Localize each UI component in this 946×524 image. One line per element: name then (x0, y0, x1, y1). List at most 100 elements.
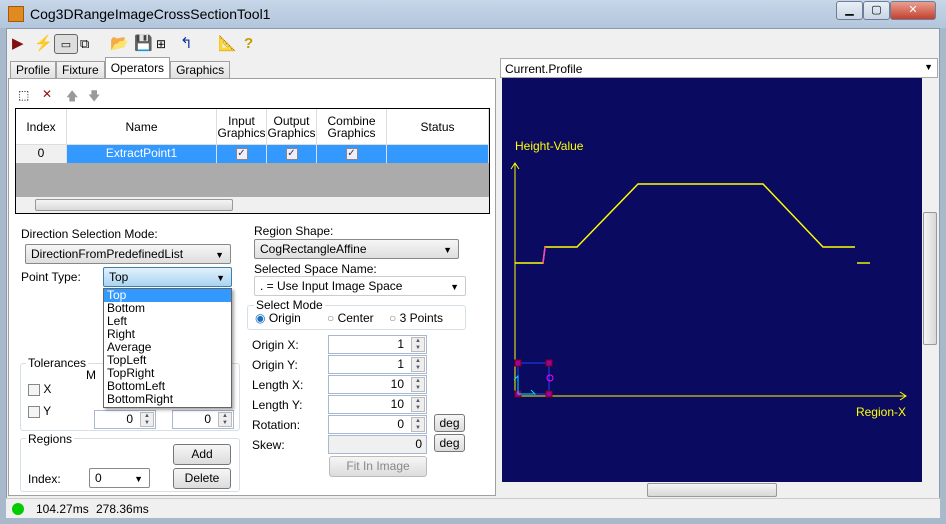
direction-select[interactable]: DirectionFromPredefinedList ▼ (25, 244, 231, 264)
region-shape-select[interactable]: CogRectangleAffine ▼ (254, 239, 459, 259)
option-right[interactable]: Right (107, 327, 136, 341)
option-average[interactable]: Average (107, 340, 152, 354)
col-index[interactable]: Index (16, 109, 67, 145)
help-icon[interactable]: ? (244, 35, 254, 52)
floating-icon[interactable]: ⧉ (80, 36, 90, 51)
region-handle[interactable] (514, 359, 522, 367)
mode-3points-radio[interactable]: ○ 3 Points (389, 311, 443, 325)
col-output-graphics[interactable]: Output Graphics (267, 109, 317, 145)
unit-button[interactable]: deg (434, 434, 465, 452)
profile-display[interactable]: Height-Value Region-X (502, 78, 922, 482)
show-controls-icon[interactable]: ▭ (54, 34, 78, 54)
field-input[interactable]: 0 (328, 435, 427, 454)
scroll-thumb[interactable] (647, 483, 777, 497)
option-top[interactable]: Top (104, 289, 231, 302)
reset-icon[interactable]: ↰ (180, 35, 193, 52)
save-as-icon[interactable]: ⊞ (156, 37, 167, 51)
mode-origin-radio[interactable]: ◉ Origin (255, 311, 301, 325)
col-status[interactable]: Status (387, 109, 489, 145)
point-type-select[interactable]: Top ▼ (103, 267, 232, 287)
tol-y-max-input[interactable]: 0 ▲ ▼ (172, 410, 234, 429)
save-icon[interactable]: 💾 (134, 35, 153, 52)
tab-strip: Profile Fixture Operators Graphics (10, 57, 231, 79)
maximize-button[interactable]: ▢ (863, 1, 890, 20)
y-axis-label: Height-Value (515, 139, 584, 153)
index-label: Index: (28, 472, 61, 486)
new-operator-icon[interactable]: ⬚ (18, 88, 30, 102)
viewer-select[interactable]: Current.Profile ▼ (500, 58, 938, 78)
vertical-scrollbar[interactable] (922, 78, 938, 482)
chevron-down-icon: ▼ (216, 273, 225, 283)
chevron-down-icon: ▼ (215, 250, 224, 260)
horizontal-scrollbar[interactable] (502, 482, 922, 498)
option-left[interactable]: Left (107, 314, 128, 328)
field-input[interactable]: 10 ▲ ▼ (328, 395, 427, 414)
x-axis-label: Region-X (856, 405, 906, 419)
combine-graphics-checkbox[interactable]: ✓ (317, 145, 387, 163)
field-value: 10 (390, 397, 404, 411)
field-input[interactable]: 0 ▲ ▼ (328, 415, 427, 434)
fit-in-image-button[interactable]: Fit In Image (329, 456, 427, 477)
select-mode-label: Select Mode (254, 298, 325, 312)
col-name[interactable]: Name (67, 109, 217, 145)
region-handle[interactable] (545, 390, 553, 398)
col-input-graphics[interactable]: Input Graphics (217, 109, 267, 145)
add-button[interactable]: Add (173, 444, 231, 465)
measure-icon[interactable]: 📐 (218, 35, 237, 52)
option-topright[interactable]: TopRight (107, 366, 155, 380)
open-icon[interactable]: 📂 (110, 35, 129, 52)
profile-graphics: Height-Value Region-X (510, 139, 907, 419)
spinner[interactable]: ▲ ▼ (411, 377, 425, 392)
spinner[interactable]: ▲ ▼ (218, 412, 232, 427)
rotate-handle[interactable] (546, 374, 554, 382)
spinner[interactable]: ▲ ▼ (411, 417, 425, 432)
input-graphics-checkbox[interactable]: ✓ (217, 145, 267, 163)
spinner[interactable]: ▲ ▼ (411, 337, 425, 352)
index-select[interactable]: 0 ▼ (89, 468, 150, 488)
spinner[interactable]: ▲ ▼ (140, 412, 154, 427)
tab-profile[interactable]: Profile (10, 61, 57, 79)
option-topleft[interactable]: TopLeft (107, 353, 147, 367)
regions-label: Regions (26, 432, 75, 446)
field-input[interactable]: 1 ▲ ▼ (328, 335, 427, 354)
move-down-icon[interactable]: 🡇 (88, 89, 101, 103)
col-combine-graphics[interactable]: Combine Graphics (317, 109, 387, 145)
fixture-y-arrow-icon (513, 374, 519, 394)
delete-operator-icon[interactable]: ✕ (42, 87, 53, 101)
spinner[interactable]: ▲ ▼ (411, 357, 425, 372)
space-name-value: . = Use Input Image Space (260, 279, 403, 293)
mode-center-radio[interactable]: ○ Center (327, 311, 374, 325)
region-rectangle[interactable] (517, 362, 550, 395)
status-indicator-icon (12, 503, 24, 515)
tab-fixture[interactable]: Fixture (56, 61, 105, 79)
row-index[interactable]: 0 (16, 145, 67, 163)
minimize-button[interactable]: ▁ (836, 1, 863, 20)
region-handle[interactable] (545, 359, 553, 367)
unit-button[interactable]: deg (434, 414, 465, 432)
tab-operators[interactable]: Operators (104, 57, 171, 79)
space-name-select[interactable]: . = Use Input Image Space ▼ (254, 276, 466, 296)
move-up-icon[interactable]: 🡅 (66, 89, 79, 103)
tol-y-min-input[interactable]: 0 ▲ ▼ (94, 410, 156, 429)
delete-button[interactable]: Delete (173, 468, 231, 489)
profile-line (515, 183, 855, 264)
mode-origin-label: Origin (268, 311, 301, 325)
row-name[interactable]: ExtractPoint1 (67, 145, 217, 163)
tol-y-checkbox[interactable]: Y (28, 404, 51, 418)
close-button[interactable]: ✕ (890, 1, 936, 20)
field-input[interactable]: 10 ▲ ▼ (328, 375, 427, 394)
scroll-thumb[interactable] (923, 212, 937, 345)
direction-label: Direction Selection Mode: (21, 227, 158, 241)
horizontal-scrollbar[interactable] (16, 197, 489, 213)
field-input[interactable]: 1 ▲ ▼ (328, 355, 427, 374)
spinner[interactable]: ▲ ▼ (411, 397, 425, 412)
scroll-thumb[interactable] (35, 199, 233, 211)
electric-icon[interactable]: ⚡ (34, 35, 53, 52)
tab-graphics[interactable]: Graphics (170, 61, 231, 79)
option-bottomright[interactable]: BottomRight (107, 392, 174, 406)
option-bottom[interactable]: Bottom (107, 301, 146, 315)
option-bottomleft[interactable]: BottomLeft (107, 379, 166, 393)
output-graphics-checkbox[interactable]: ✓ (267, 145, 317, 163)
tol-x-checkbox[interactable]: X (28, 382, 51, 396)
run-icon[interactable]: ▶ (12, 35, 24, 52)
